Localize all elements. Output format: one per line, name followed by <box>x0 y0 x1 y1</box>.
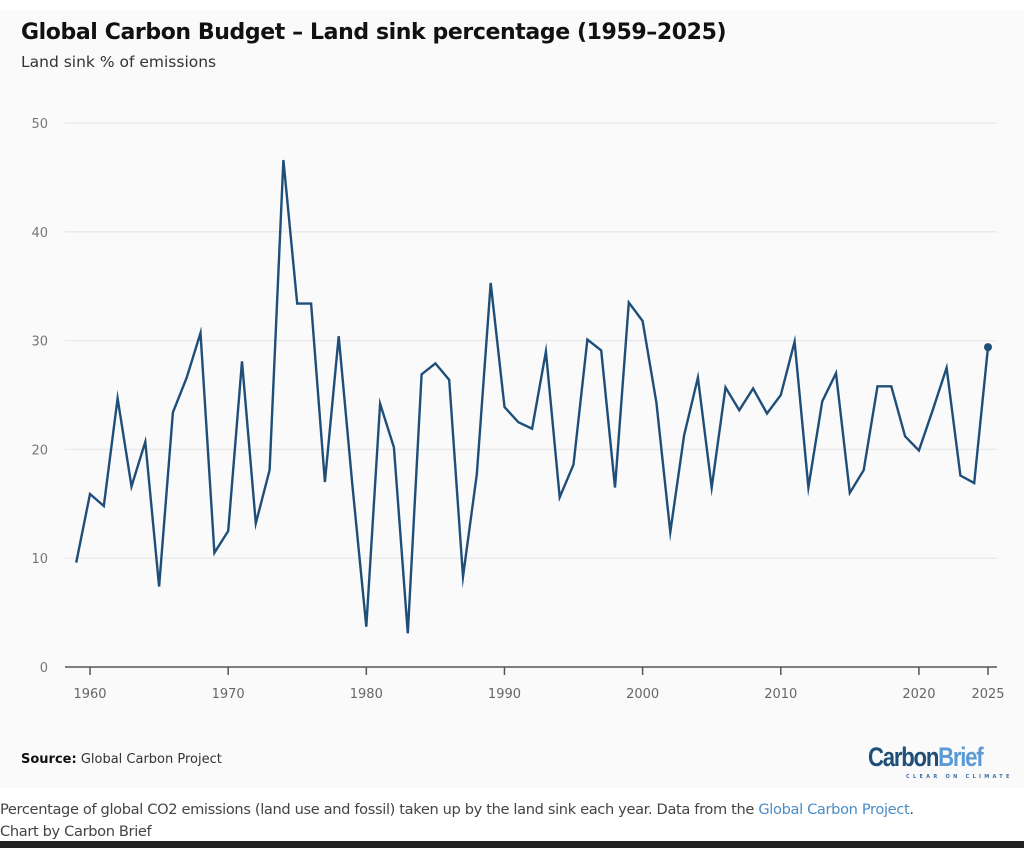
caption-line-1: Percentage of global CO2 emissions (land… <box>0 799 1024 821</box>
x-tick-label: 2025 <box>971 687 1004 702</box>
caption-text: Percentage of global CO2 emissions (land… <box>0 801 759 818</box>
chart-title: Global Carbon Budget – Land sink percent… <box>21 20 727 45</box>
y-tick-label: 10 <box>31 552 48 567</box>
x-axis: 1960 1970 1980 1990 2000 2010 2020 2025 <box>65 666 1005 702</box>
y-tick-label: 50 <box>31 117 48 132</box>
source-text: Global Carbon Project <box>76 752 222 767</box>
x-tick-label: 1970 <box>212 687 245 702</box>
x-tick-label: 2010 <box>764 687 797 702</box>
logo-word-brief: Brief <box>938 742 984 772</box>
y-tick-label: 40 <box>31 226 48 241</box>
bottom-bar <box>0 841 1024 848</box>
x-tick-label: 1990 <box>488 687 521 702</box>
chart-card: Global Carbon Budget – Land sink percent… <box>0 10 1024 788</box>
y-tick-label: 20 <box>31 443 48 458</box>
source-label: Source: <box>21 752 77 767</box>
global-carbon-project-link[interactable]: Global Carbon Project <box>758 801 910 818</box>
series-layer <box>75 159 992 634</box>
logo-tagline: CLEAR ON CLIMATE <box>906 774 1013 780</box>
y-axis-ticks: 0 10 20 30 40 50 <box>31 117 48 676</box>
series-line <box>75 159 990 634</box>
caption-period: . <box>909 801 914 818</box>
x-tick-label: 2020 <box>902 687 935 702</box>
x-tick-label: 1960 <box>73 687 106 702</box>
y-tick-label: 0 <box>40 661 48 676</box>
logo-wordmark: CarbonBrief <box>868 742 984 772</box>
x-tick-label: 2000 <box>626 687 659 702</box>
gridlines <box>65 122 997 559</box>
source-note: Source: Global Carbon Project <box>21 752 222 767</box>
figure-caption: Percentage of global CO2 emissions (land… <box>0 799 1024 843</box>
x-tick-label: 1980 <box>350 687 383 702</box>
logo-word-carbon: Carbon <box>868 742 939 772</box>
caption-line-2: Chart by Carbon Brief <box>0 823 152 840</box>
y-tick-label: 30 <box>31 335 48 350</box>
end-point-marker <box>984 343 992 352</box>
line-chart: 0 10 20 30 40 50 1960 1970 1980 1990 2000 2010 2020… <box>31 117 1005 702</box>
chart-subtitle: Land sink % of emissions <box>21 53 217 71</box>
carbonbrief-logo[interactable]: CarbonBrief CLEAR ON CLIMATE <box>868 742 1013 782</box>
